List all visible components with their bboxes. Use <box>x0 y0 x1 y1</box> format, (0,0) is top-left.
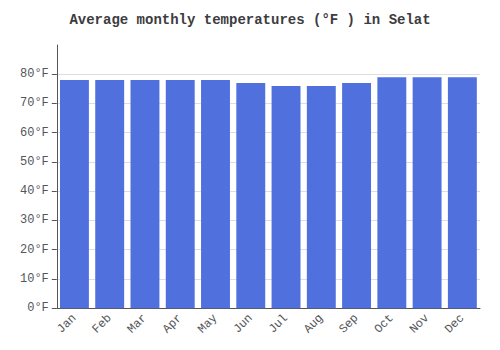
svg-text:Apr: Apr <box>160 311 185 336</box>
svg-text:70°F: 70°F <box>20 96 49 110</box>
svg-text:Aug: Aug <box>301 311 326 336</box>
svg-text:Oct: Oct <box>372 311 397 336</box>
svg-text:30°F: 30°F <box>20 213 49 227</box>
svg-text:Average monthly temperatures (: Average monthly temperatures (°F ) in Se… <box>69 12 430 28</box>
svg-text:10°F: 10°F <box>20 272 49 286</box>
svg-text:80°F: 80°F <box>20 67 49 81</box>
svg-text:Mar: Mar <box>125 311 150 336</box>
svg-text:Jun: Jun <box>231 311 256 336</box>
svg-text:50°F: 50°F <box>20 155 49 169</box>
svg-text:0°F: 0°F <box>27 301 49 315</box>
svg-text:May: May <box>195 311 220 336</box>
svg-text:Feb: Feb <box>89 311 114 336</box>
svg-text:Jan: Jan <box>54 311 79 336</box>
svg-text:40°F: 40°F <box>20 184 49 198</box>
svg-text:20°F: 20°F <box>20 243 49 257</box>
svg-text:60°F: 60°F <box>20 126 49 140</box>
svg-text:Jul: Jul <box>266 311 291 336</box>
svg-text:Sep: Sep <box>336 311 361 336</box>
svg-text:Dec: Dec <box>442 311 467 336</box>
svg-text:Nov: Nov <box>407 311 432 336</box>
